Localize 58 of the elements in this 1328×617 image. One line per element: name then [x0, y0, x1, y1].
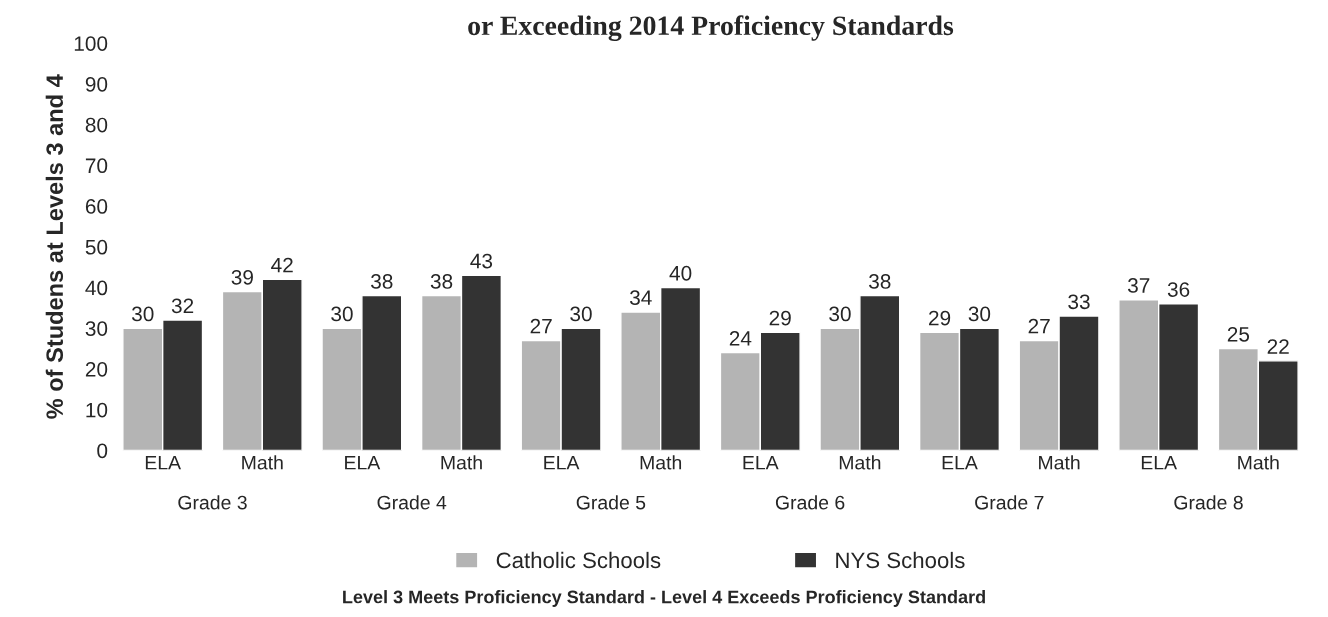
y-axis-title: % of Studens at Levels 3 and 4 — [45, 74, 64, 419]
data-label: 40 — [669, 265, 692, 281]
x-tick-label: ELA — [345, 455, 381, 470]
x-tick-label: ELA — [942, 455, 978, 470]
y-tick-label: 90 — [85, 76, 108, 92]
legend-label: NYS Schools — [836, 551, 965, 569]
data-label: 39 — [231, 269, 253, 285]
y-tick-label: 60 — [85, 199, 108, 214]
x-tick-label: ELA — [743, 455, 779, 470]
data-label: 36 — [1167, 282, 1190, 297]
y-tick-label: 10 — [86, 402, 108, 418]
data-label: 30 — [331, 306, 353, 322]
data-label: 34 — [629, 290, 652, 306]
data-label: 33 — [1068, 294, 1090, 310]
data-label: 27 — [1028, 318, 1050, 334]
y-tick-label: 70 — [85, 158, 108, 174]
text: Level 3 Meets Proficiency Standard - Level 4 Exceeds Proficiency Standard — [343, 590, 985, 607]
data-label: 25 — [1227, 326, 1250, 342]
y-tick-label: 80 — [85, 117, 108, 133]
x-tick-label: Math — [839, 455, 881, 470]
y-tick-label: 0 — [97, 443, 108, 459]
y-tick-label: 50 — [85, 239, 108, 255]
data-label: 32 — [171, 298, 194, 314]
y-tick-label: 100 — [74, 36, 108, 51]
data-label: 37 — [1127, 278, 1150, 293]
data-label: 27 — [530, 318, 552, 334]
text: Grade 4 — [377, 495, 447, 510]
x-tick-label: Math — [242, 455, 283, 470]
legend-label: Catholic Schools — [496, 551, 661, 569]
chart-title: or Exceeding 2014 Proficiency Standards — [468, 15, 954, 41]
x-tick-label: Math — [441, 455, 482, 470]
x-tick-label: Math — [1039, 455, 1080, 470]
x-tick-label: Math — [1238, 455, 1279, 470]
data-label: 30 — [968, 306, 991, 322]
x-tick-label: ELA — [544, 455, 580, 470]
x-tick-label: Math — [640, 455, 682, 470]
y-tick-label: 30 — [85, 321, 108, 336]
x-tick-label: ELA — [145, 455, 182, 470]
data-label: 30 — [131, 306, 154, 322]
data-label: 43 — [470, 253, 493, 269]
text: Grade 3 — [178, 495, 247, 510]
data-label: 29 — [769, 310, 791, 326]
data-label: 38 — [371, 274, 393, 289]
text: Grade 8 — [1174, 495, 1243, 510]
text: Grade 5 — [576, 495, 646, 510]
data-label: 38 — [430, 274, 453, 289]
data-label: 29 — [929, 310, 951, 326]
data-label: 42 — [271, 257, 293, 273]
data-label: 30 — [829, 306, 851, 322]
text: Grade 7 — [975, 495, 1044, 510]
y-tick-label: 20 — [85, 361, 108, 377]
data-label: 22 — [1267, 339, 1289, 354]
text: Grade 6 — [775, 495, 845, 510]
y-tick-label: 40 — [85, 280, 108, 296]
x-tick-label: ELA — [1141, 455, 1178, 470]
data-label: 38 — [869, 274, 891, 289]
data-label: 24 — [729, 331, 752, 346]
data-label: 30 — [570, 306, 592, 322]
